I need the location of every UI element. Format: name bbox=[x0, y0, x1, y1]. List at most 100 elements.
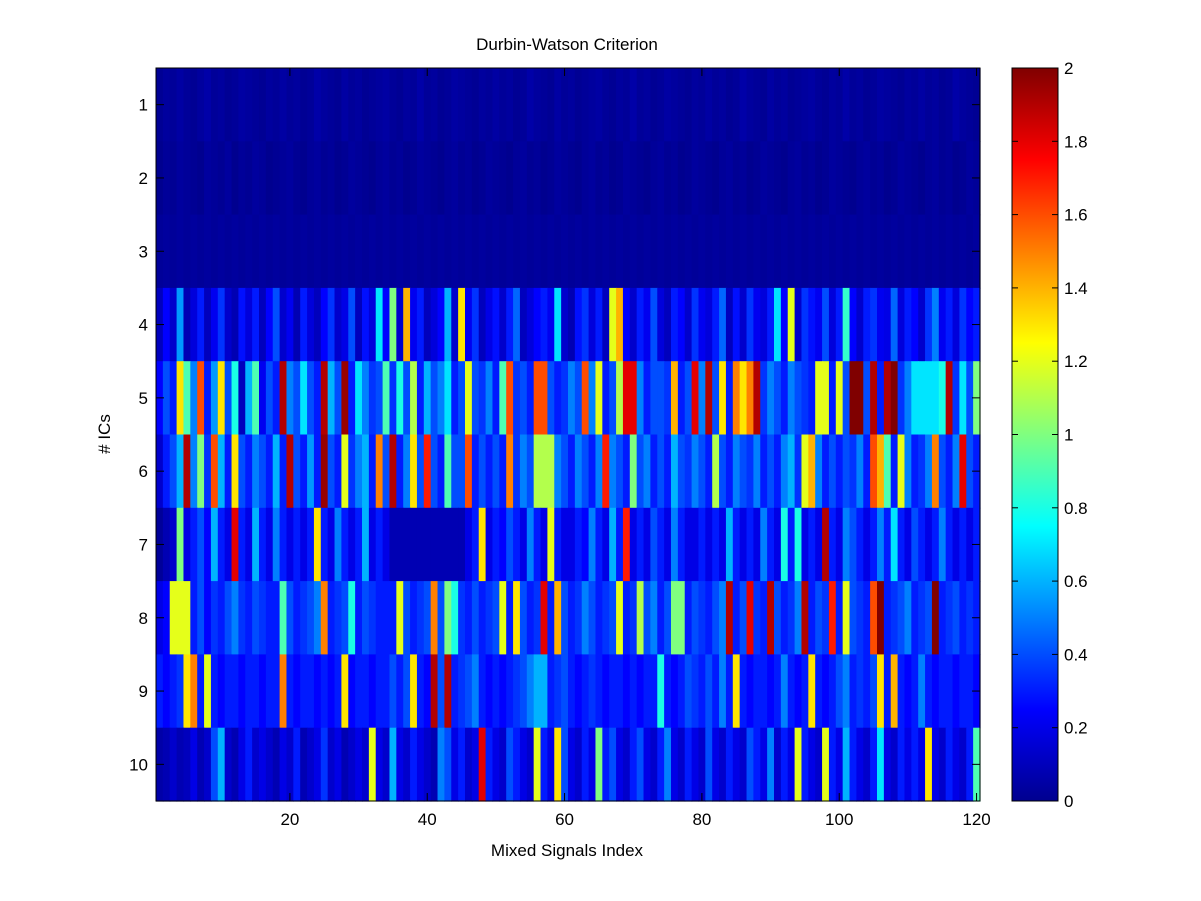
heatmap-cell bbox=[327, 654, 336, 729]
heatmap-cell bbox=[499, 68, 507, 142]
heatmap-cell bbox=[931, 727, 940, 802]
heatmap-cell bbox=[327, 507, 336, 582]
heatmap-cell bbox=[746, 361, 754, 436]
heatmap-cell bbox=[451, 727, 459, 802]
heatmap-cell bbox=[355, 214, 363, 289]
heatmap-cell bbox=[403, 727, 411, 802]
heatmap-cell bbox=[307, 507, 315, 582]
heatmap-cell bbox=[863, 141, 871, 216]
heatmap-cell bbox=[231, 214, 239, 289]
heatmap-cell bbox=[945, 654, 954, 729]
heatmap-cell bbox=[513, 434, 521, 509]
heatmap-cell bbox=[320, 507, 329, 582]
heatmap-cell bbox=[224, 68, 233, 142]
heatmap-cell bbox=[471, 287, 480, 362]
heatmap-cell bbox=[870, 141, 878, 216]
heatmap-cell bbox=[416, 507, 425, 582]
heatmap-cell bbox=[691, 68, 700, 142]
heatmap-cell bbox=[739, 68, 748, 142]
heatmap-cell bbox=[636, 654, 645, 729]
heatmap-cell bbox=[341, 434, 349, 509]
heatmap-cell bbox=[217, 434, 226, 509]
heatmap-cell bbox=[911, 361, 919, 436]
heatmap-cell bbox=[643, 68, 651, 142]
heatmap-cell bbox=[430, 507, 439, 582]
heatmap-cell bbox=[492, 68, 500, 142]
heatmap-cell bbox=[636, 141, 645, 216]
heatmap-cell bbox=[197, 434, 205, 509]
heatmap-cell bbox=[650, 727, 658, 802]
heatmap-cell bbox=[547, 434, 555, 509]
heatmap-cell bbox=[780, 68, 789, 142]
heatmap-cell bbox=[952, 434, 960, 509]
heatmap-cell bbox=[519, 581, 528, 655]
heatmap-cell bbox=[650, 581, 658, 655]
heatmap-cell bbox=[856, 434, 864, 509]
heatmap-cell bbox=[911, 287, 919, 362]
heatmap-cell bbox=[904, 214, 912, 289]
heatmap-cell bbox=[293, 434, 301, 509]
heatmap-cell bbox=[279, 287, 288, 362]
heatmap-cell bbox=[705, 507, 713, 582]
heatmap-cell bbox=[348, 141, 356, 216]
heatmap-cell bbox=[952, 141, 960, 216]
heatmap-cell bbox=[210, 141, 219, 216]
heatmap-cell bbox=[822, 581, 830, 655]
heatmap-cell bbox=[890, 141, 899, 216]
heatmap-cell bbox=[183, 581, 191, 655]
heatmap-cell bbox=[293, 654, 301, 729]
heatmap-cell bbox=[712, 727, 720, 802]
heatmap-cell bbox=[746, 141, 754, 216]
heatmap-cell bbox=[602, 581, 610, 655]
heatmap-cell bbox=[877, 654, 885, 729]
heatmap-cell bbox=[760, 581, 768, 655]
heatmap-cell bbox=[348, 727, 356, 802]
heatmap-cell bbox=[492, 581, 500, 655]
heatmap-cell bbox=[739, 287, 748, 362]
heatmap-cell bbox=[602, 507, 610, 582]
heatmap-cell bbox=[849, 434, 857, 509]
heatmap-cell bbox=[245, 654, 253, 729]
heatmap-cell bbox=[822, 654, 830, 729]
heatmap-cell bbox=[485, 361, 494, 436]
heatmap-cell bbox=[835, 361, 844, 436]
heatmap-cell bbox=[533, 434, 542, 509]
heatmap-cell bbox=[362, 581, 370, 655]
heatmap-cell bbox=[684, 361, 693, 436]
heatmap-cell bbox=[966, 581, 974, 655]
heatmap-cell bbox=[362, 654, 370, 729]
heatmap-cell bbox=[629, 507, 638, 582]
heatmap-cell bbox=[671, 361, 679, 436]
heatmap-cell bbox=[574, 68, 583, 142]
heatmap-cell bbox=[774, 727, 782, 802]
heatmap-cell bbox=[657, 68, 665, 142]
heatmap-cell bbox=[362, 727, 370, 802]
heatmap-cell bbox=[767, 214, 775, 289]
heatmap-cell bbox=[753, 434, 761, 509]
heatmap-cell bbox=[540, 434, 548, 509]
heatmap-cell bbox=[320, 214, 329, 289]
heatmap-cell bbox=[478, 141, 487, 216]
heatmap-cell bbox=[547, 581, 555, 655]
heatmap-cell bbox=[238, 68, 246, 142]
heatmap-cell bbox=[966, 727, 974, 802]
heatmap-cell bbox=[478, 654, 487, 729]
heatmap-cell bbox=[705, 434, 713, 509]
heatmap-cell bbox=[561, 434, 569, 509]
heatmap-cell bbox=[375, 654, 384, 729]
heatmap-cell bbox=[767, 287, 775, 362]
heatmap-cell bbox=[863, 214, 871, 289]
heatmap-cell bbox=[588, 654, 597, 729]
heatmap-cell bbox=[458, 727, 466, 802]
heatmap-cell bbox=[403, 361, 411, 436]
x-tick-label: 80 bbox=[692, 810, 711, 829]
heatmap-cell bbox=[300, 214, 308, 289]
heatmap-cell bbox=[732, 214, 741, 289]
heatmap-cell bbox=[444, 361, 452, 436]
heatmap-cell bbox=[341, 141, 349, 216]
heatmap-cell bbox=[794, 214, 803, 289]
heatmap-cell bbox=[925, 654, 933, 729]
heatmap-cell bbox=[616, 727, 624, 802]
heatmap-cell bbox=[883, 361, 892, 436]
heatmap-cell bbox=[259, 727, 267, 802]
